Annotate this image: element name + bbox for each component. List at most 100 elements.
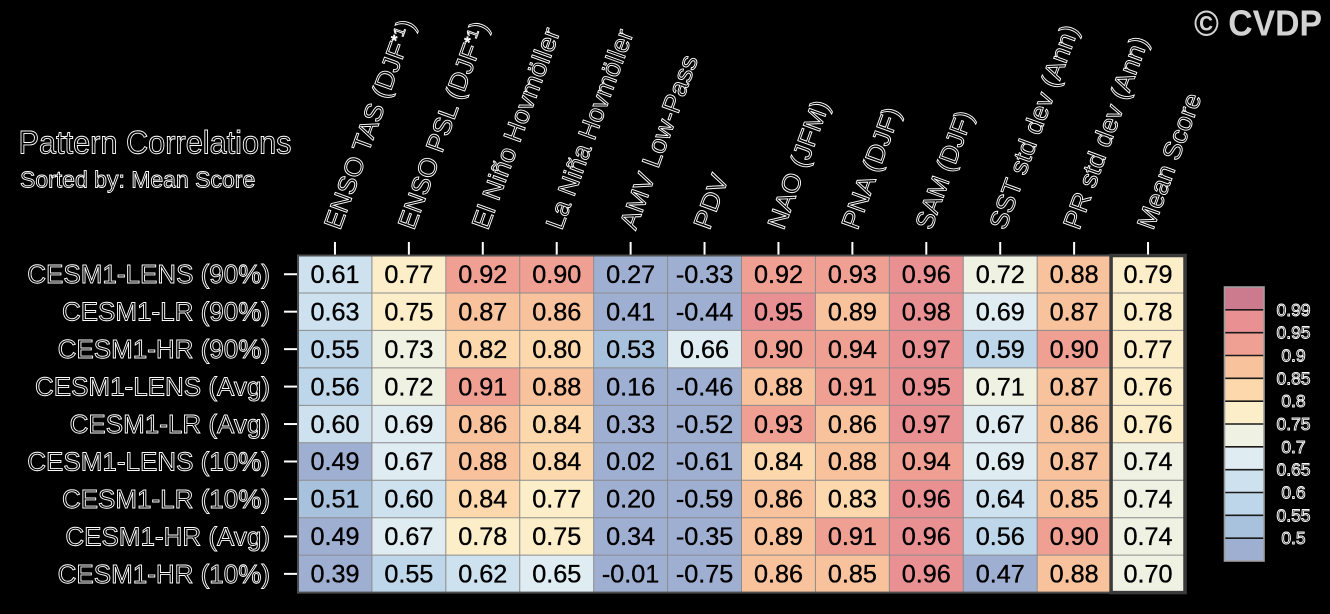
svg-text:0.65: 0.65 — [532, 561, 581, 589]
svg-text:0.90: 0.90 — [1050, 523, 1099, 551]
svg-text:0.97: 0.97 — [902, 411, 951, 439]
svg-text:0.93: 0.93 — [754, 411, 803, 439]
svg-text:0.83: 0.83 — [828, 486, 877, 514]
svg-text:0.87: 0.87 — [1050, 298, 1099, 326]
svg-text:0.59: 0.59 — [976, 336, 1025, 364]
svg-text:0.82: 0.82 — [458, 336, 507, 364]
svg-text:0.95: 0.95 — [1276, 323, 1310, 343]
svg-text:CESM1-HR (90%): CESM1-HR (90%) — [58, 334, 270, 364]
svg-text:0.89: 0.89 — [828, 298, 877, 326]
svg-text:0.87: 0.87 — [1050, 373, 1099, 401]
svg-text:0.85: 0.85 — [828, 561, 877, 589]
svg-text:0.56: 0.56 — [310, 373, 359, 401]
svg-text:0.86: 0.86 — [532, 298, 581, 326]
svg-text:0.55: 0.55 — [384, 561, 433, 589]
svg-text:CESM1-HR (10%): CESM1-HR (10%) — [58, 559, 270, 589]
svg-text:0.99: 0.99 — [1276, 300, 1310, 320]
svg-text:0.72: 0.72 — [976, 261, 1025, 289]
svg-text:0.60: 0.60 — [310, 411, 359, 439]
svg-text:0.65: 0.65 — [1276, 460, 1310, 480]
svg-text:0.76: 0.76 — [1124, 373, 1173, 401]
svg-text:0.76: 0.76 — [1124, 411, 1173, 439]
svg-text:0.94: 0.94 — [828, 336, 877, 364]
svg-text:0.90: 0.90 — [1050, 336, 1099, 364]
svg-text:0.71: 0.71 — [976, 373, 1025, 401]
svg-text:0.90: 0.90 — [532, 261, 581, 289]
svg-text:CESM1-LENS (90%): CESM1-LENS (90%) — [27, 259, 270, 289]
svg-text:0.63: 0.63 — [310, 298, 359, 326]
svg-text:0.87: 0.87 — [1050, 448, 1099, 476]
svg-text:0.9: 0.9 — [1281, 346, 1305, 366]
svg-text:0.8: 0.8 — [1281, 391, 1305, 411]
svg-text:0.96: 0.96 — [902, 261, 951, 289]
svg-text:0.69: 0.69 — [976, 298, 1025, 326]
svg-text:CESM1-HR (Avg): CESM1-HR (Avg) — [65, 521, 270, 551]
svg-text:-0.61: -0.61 — [676, 448, 733, 476]
svg-text:0.70: 0.70 — [1124, 561, 1173, 589]
svg-text:0.88: 0.88 — [828, 448, 877, 476]
svg-text:0.95: 0.95 — [754, 298, 803, 326]
svg-text:0.86: 0.86 — [754, 486, 803, 514]
svg-text:0.49: 0.49 — [310, 523, 359, 551]
svg-text:0.78: 0.78 — [1124, 298, 1173, 326]
svg-text:0.84: 0.84 — [532, 411, 581, 439]
svg-text:0.88: 0.88 — [532, 373, 581, 401]
svg-text:0.66: 0.66 — [680, 336, 729, 364]
svg-text:0.78: 0.78 — [458, 523, 507, 551]
svg-text:0.80: 0.80 — [532, 336, 581, 364]
svg-text:0.85: 0.85 — [1276, 368, 1310, 388]
svg-text:0.69: 0.69 — [384, 411, 433, 439]
svg-text:0.77: 0.77 — [384, 261, 433, 289]
svg-text:0.34: 0.34 — [606, 523, 655, 551]
svg-text:-0.33: -0.33 — [676, 261, 733, 289]
svg-text:0.77: 0.77 — [1124, 336, 1173, 364]
svg-text:0.5: 0.5 — [1281, 528, 1305, 548]
svg-text:0.61: 0.61 — [310, 261, 359, 289]
svg-text:0.72: 0.72 — [384, 373, 433, 401]
svg-text:Pattern Correlations: Pattern Correlations — [19, 125, 292, 161]
svg-text:0.51: 0.51 — [310, 486, 359, 514]
svg-text:0.84: 0.84 — [754, 448, 803, 476]
svg-text:0.74: 0.74 — [1124, 523, 1173, 551]
svg-text:0.77: 0.77 — [532, 486, 581, 514]
svg-text:0.6: 0.6 — [1281, 483, 1305, 503]
svg-text:CESM1-LR (Avg): CESM1-LR (Avg) — [70, 409, 270, 439]
svg-text:0.60: 0.60 — [384, 486, 433, 514]
svg-text:-0.59: -0.59 — [676, 486, 733, 514]
svg-text:0.96: 0.96 — [902, 523, 951, 551]
svg-text:0.67: 0.67 — [384, 523, 433, 551]
svg-text:0.55: 0.55 — [310, 336, 359, 364]
svg-text:0.85: 0.85 — [1050, 486, 1099, 514]
svg-text:-0.35: -0.35 — [676, 523, 733, 551]
svg-text:0.75: 0.75 — [384, 298, 433, 326]
svg-text:0.75: 0.75 — [532, 523, 581, 551]
svg-text:0.86: 0.86 — [754, 561, 803, 589]
svg-text:0.88: 0.88 — [458, 448, 507, 476]
svg-text:0.41: 0.41 — [606, 298, 655, 326]
svg-text:0.96: 0.96 — [902, 561, 951, 589]
svg-text:CESM1-LENS (Avg): CESM1-LENS (Avg) — [35, 372, 270, 402]
svg-text:0.84: 0.84 — [458, 486, 507, 514]
svg-text:0.84: 0.84 — [532, 448, 581, 476]
svg-text:0.93: 0.93 — [828, 261, 877, 289]
svg-text:0.53: 0.53 — [606, 336, 655, 364]
svg-text:0.86: 0.86 — [458, 411, 507, 439]
svg-text:CESM1-LR (90%): CESM1-LR (90%) — [62, 297, 270, 327]
svg-text:0.69: 0.69 — [976, 448, 1025, 476]
svg-text:0.74: 0.74 — [1124, 448, 1173, 476]
svg-text:0.98: 0.98 — [902, 298, 951, 326]
svg-text:-0.75: -0.75 — [676, 561, 733, 589]
svg-text:0.73: 0.73 — [384, 336, 433, 364]
svg-text:0.27: 0.27 — [606, 261, 655, 289]
svg-text:0.91: 0.91 — [828, 373, 877, 401]
svg-text:-0.46: -0.46 — [676, 373, 733, 401]
svg-text:0.20: 0.20 — [606, 486, 655, 514]
svg-text:CESM1-LR (10%): CESM1-LR (10%) — [62, 484, 270, 514]
svg-text:0.47: 0.47 — [976, 561, 1025, 589]
svg-text:0.86: 0.86 — [1050, 411, 1099, 439]
svg-text:0.92: 0.92 — [754, 261, 803, 289]
svg-text:0.56: 0.56 — [976, 523, 1025, 551]
svg-text:0.88: 0.88 — [1050, 561, 1099, 589]
svg-text:0.7: 0.7 — [1281, 437, 1305, 457]
svg-text:© CVDP: © CVDP — [1194, 3, 1322, 44]
